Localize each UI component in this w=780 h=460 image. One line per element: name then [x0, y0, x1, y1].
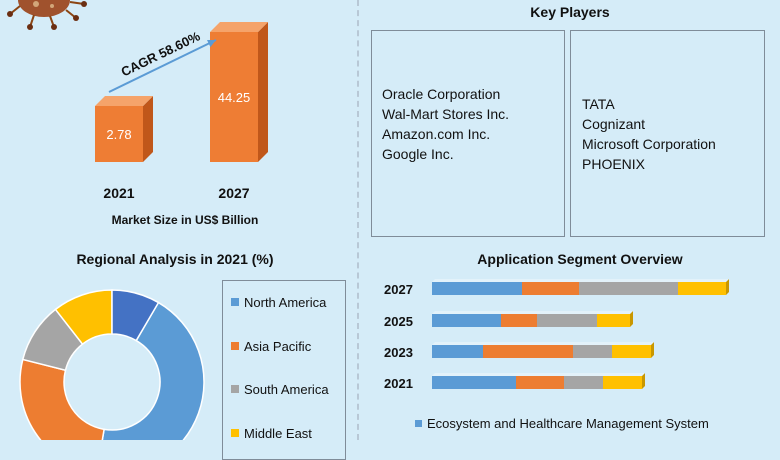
virus-icon: [7, 0, 87, 30]
stacked-bar-segment: [612, 345, 651, 358]
stacked-bar-segment: [678, 282, 726, 295]
bar-side-face: [143, 96, 153, 162]
cagr-arrow: [108, 39, 217, 93]
legend-item-middle-east: Middle East: [231, 426, 312, 441]
donut-slice: [111, 289, 160, 342]
bar-top-face: [432, 311, 633, 314]
donut-slice: [101, 301, 205, 440]
legend-item-south-america: South America: [231, 382, 329, 397]
stacked-bar-segment: [573, 345, 612, 358]
stacked-bar-segment: [501, 314, 537, 327]
stacked-bar-segment: [597, 314, 630, 327]
application-segment-title: Application Segment Overview: [477, 251, 683, 267]
company-name: Cognizant: [582, 116, 646, 132]
stacked-bar-segment: [432, 345, 483, 358]
bar-side-face: [651, 342, 654, 358]
company-name: Google Inc.: [382, 146, 454, 162]
stacked-bar-segment: [516, 376, 564, 389]
stacked-bar-segment: [564, 376, 603, 389]
cagr-label: CAGR 58.60%: [119, 28, 203, 79]
legend-label: South America: [244, 382, 329, 397]
company-name: Microsoft Corporation: [582, 136, 716, 152]
key-players-box-right: TATA Cognizant Microsoft Corporation PHO…: [570, 30, 765, 237]
bar-side-face: [630, 311, 633, 327]
bar: [95, 106, 143, 162]
company-name: Amazon.com Inc.: [382, 126, 491, 142]
key-players-title: Key Players: [530, 4, 610, 20]
regional-legend: North America Asia Pacific South America…: [222, 280, 346, 460]
bar-top-face: [432, 373, 645, 376]
legend-swatch: [231, 385, 239, 393]
panel-divider: [357, 0, 359, 440]
bar-top-face: [210, 22, 268, 32]
application-legend: Ecosystem and Healthcare Management Syst…: [415, 416, 709, 431]
legend-label: North America: [244, 295, 327, 310]
stacked-bar-segment: [483, 345, 573, 358]
legend-label: Ecosystem and Healthcare Management Syst…: [427, 416, 709, 431]
legend-swatch: [231, 342, 239, 350]
bar-top-face: [95, 96, 153, 106]
legend-label: Middle East: [244, 426, 312, 441]
key-players-box-left: Oracle Corporation Wal-Mart Stores Inc. …: [371, 30, 565, 237]
legend-swatch: [231, 429, 239, 437]
category-label: 2021: [384, 376, 413, 391]
bar-top-face: [432, 342, 654, 345]
stacked-bar-segment: [537, 314, 597, 327]
stacked-bar-segment: [522, 282, 579, 295]
bar-side-face: [726, 279, 729, 295]
legend-item-north-america: North America: [231, 295, 326, 310]
category-label: 2027: [384, 282, 413, 297]
regional-donut-chart: [19, 289, 205, 440]
bar: [210, 32, 258, 162]
legend-swatch: [231, 298, 239, 306]
regional-analysis-title: Regional Analysis in 2021 (%): [76, 251, 274, 267]
category-label: 2025: [384, 314, 413, 329]
legend-label: Asia Pacific: [244, 339, 312, 354]
company-name: TATA: [582, 96, 615, 112]
application-segment-chart: 2027 2025 2023 2021: [384, 279, 729, 391]
company-name: PHOENIX: [582, 156, 646, 172]
stacked-bar-segment: [432, 376, 516, 389]
bar-side-face: [642, 373, 645, 389]
cagr-arrowhead: [207, 40, 216, 48]
legend-swatch: [415, 420, 422, 427]
legend-item-asia-pacific: Asia Pacific: [231, 339, 311, 354]
bar-data-label: 2.78: [106, 127, 131, 142]
company-name: Oracle Corporation: [382, 86, 501, 102]
market-size-caption: Market Size in US$ Billion: [111, 213, 259, 227]
company-name: Wal-Mart Stores Inc.: [382, 106, 510, 122]
bar-data-label: 44.25: [218, 90, 251, 105]
donut-slice: [19, 358, 105, 440]
category-label: 2021: [103, 185, 134, 201]
category-label: 2023: [384, 345, 413, 360]
market-size-chart: 2.78 2021 44.25 2027 CAGR 58.60%: [95, 22, 268, 201]
stacked-bar-segment: [603, 376, 642, 389]
stacked-bar-segment: [432, 314, 501, 327]
bar-side-face: [258, 22, 268, 162]
stacked-bar-segment: [579, 282, 678, 295]
stacked-bar-segment: [432, 282, 522, 295]
bar-top-face: [432, 279, 729, 282]
category-label: 2027: [218, 185, 249, 201]
